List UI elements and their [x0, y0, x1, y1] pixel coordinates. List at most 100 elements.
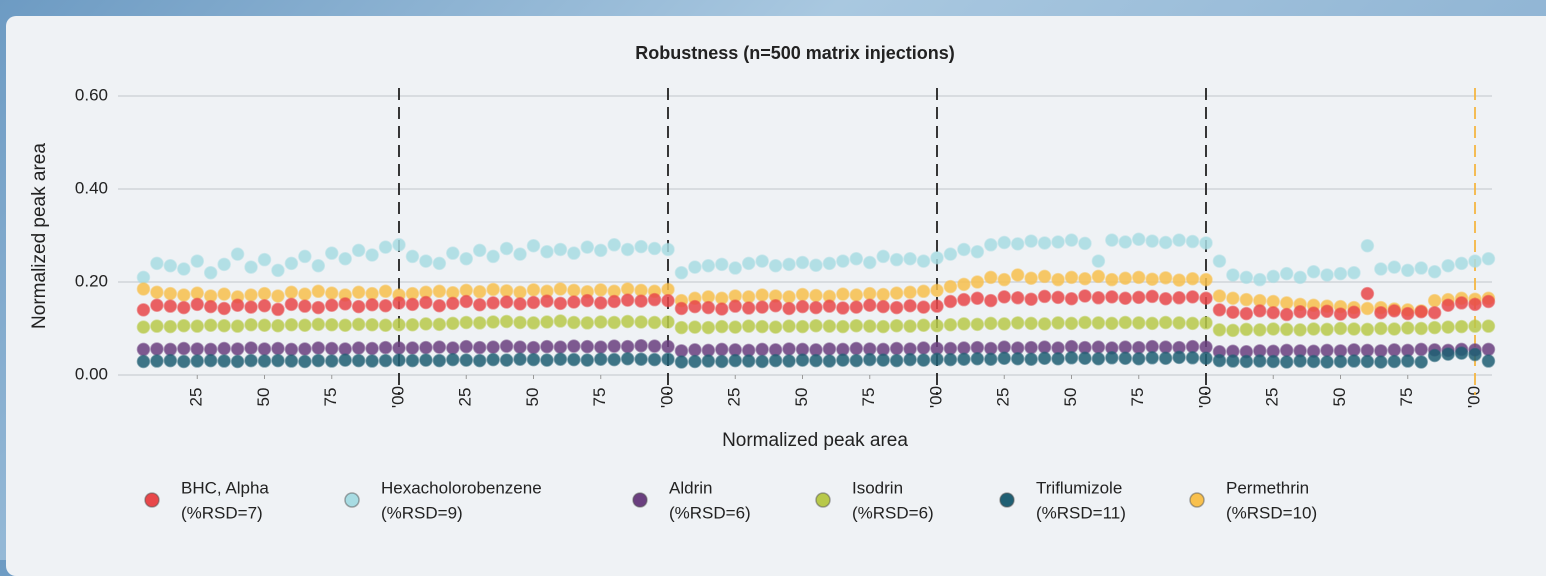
point [432, 340, 447, 354]
point [782, 301, 796, 316]
point [244, 300, 258, 314]
point [351, 243, 366, 258]
point [1414, 342, 1428, 357]
point [432, 317, 447, 332]
point [1118, 235, 1133, 249]
point [1239, 354, 1254, 369]
point [620, 339, 635, 354]
point [1037, 289, 1052, 304]
point [1051, 351, 1065, 366]
point [903, 352, 917, 367]
point [311, 341, 326, 355]
point [190, 354, 204, 368]
point [607, 294, 621, 309]
point [782, 290, 796, 304]
legend-marker [815, 492, 831, 508]
point [1091, 254, 1106, 268]
point [540, 315, 554, 329]
point [930, 251, 944, 265]
point [1239, 292, 1254, 307]
point [1024, 234, 1038, 248]
point [365, 298, 379, 312]
point [809, 353, 823, 368]
point [1239, 322, 1254, 337]
point [432, 353, 447, 368]
point [647, 315, 662, 330]
point [930, 299, 944, 313]
point [782, 354, 796, 368]
point [244, 318, 258, 332]
point [594, 315, 608, 329]
point [1185, 339, 1200, 354]
point [1158, 340, 1173, 354]
point [1212, 303, 1227, 317]
point [1212, 254, 1227, 268]
point [1387, 304, 1402, 318]
point [1347, 354, 1361, 368]
point [553, 314, 568, 328]
point [136, 270, 151, 285]
point [1105, 290, 1119, 304]
point [1454, 346, 1469, 360]
point [1293, 354, 1307, 368]
point [446, 341, 460, 355]
point [1306, 354, 1321, 369]
point [1132, 351, 1146, 366]
x-tick-label: 50 [1061, 388, 1080, 407]
point [1266, 269, 1280, 284]
point [271, 289, 285, 303]
point [997, 290, 1011, 304]
series [136, 286, 1496, 322]
point [486, 249, 500, 264]
point [1266, 322, 1280, 336]
point [1091, 269, 1106, 284]
point [1158, 351, 1173, 366]
point [432, 256, 447, 271]
point [553, 282, 568, 296]
point [607, 339, 621, 353]
point [271, 318, 285, 333]
point [661, 242, 675, 257]
point [741, 354, 756, 368]
point [1132, 232, 1146, 246]
point [1145, 339, 1159, 354]
point [1051, 316, 1065, 330]
point [163, 286, 178, 301]
point [1078, 236, 1092, 251]
point [271, 353, 285, 368]
point [257, 252, 272, 267]
point [795, 299, 810, 314]
point [580, 353, 595, 367]
point [1010, 237, 1025, 251]
point [472, 340, 487, 355]
x-tick-label: 25 [1263, 388, 1282, 407]
point [795, 255, 810, 270]
point [1279, 355, 1294, 369]
point [1427, 320, 1442, 335]
point [365, 341, 379, 356]
point [1468, 347, 1482, 362]
point [499, 339, 514, 353]
point [984, 238, 998, 252]
point [177, 341, 191, 356]
point [1266, 354, 1280, 369]
point [970, 291, 985, 306]
point [997, 235, 1011, 250]
point [1360, 354, 1375, 369]
point [795, 353, 810, 367]
point [1024, 271, 1038, 286]
point [459, 283, 473, 298]
point [1199, 340, 1213, 354]
point [728, 353, 742, 368]
point [755, 300, 769, 314]
point [849, 288, 864, 302]
legend-marker [999, 492, 1015, 508]
point [957, 352, 971, 366]
point [526, 352, 541, 367]
series [136, 338, 1496, 359]
point [217, 301, 231, 316]
point [836, 287, 850, 301]
point [257, 342, 272, 356]
point [1078, 271, 1092, 286]
legend-label: (%RSD=9) [381, 503, 463, 522]
